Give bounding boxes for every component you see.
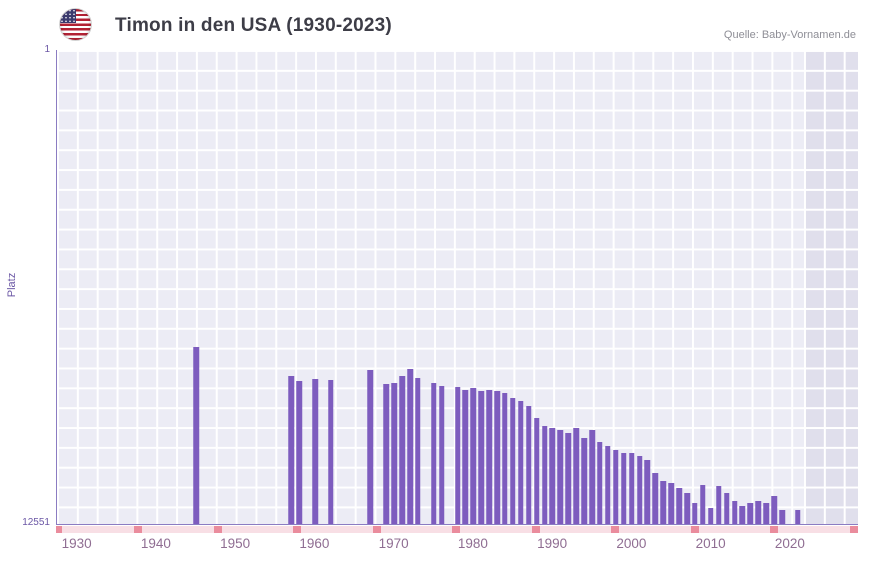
x-tick-1940: 1940: [140, 536, 171, 551]
missing-data-mark: [849, 526, 858, 533]
chart-bar-1981[interactable]: [478, 391, 484, 524]
chart-bar-1987[interactable]: [525, 406, 532, 524]
chart-bar-1994[interactable]: [581, 438, 587, 524]
chart-bar-2002[interactable]: [644, 460, 651, 524]
chart-bar-2017[interactable]: [763, 503, 769, 524]
chart-bar-2013[interactable]: [731, 501, 738, 524]
chart-bar-2007[interactable]: [684, 493, 690, 524]
missing-data-mark: [690, 526, 699, 533]
chart-bar-1970[interactable]: [391, 382, 397, 524]
chart-bar-1973[interactable]: [415, 377, 421, 524]
us-flag-canton: [60, 9, 76, 23]
x-tick-1950: 1950: [220, 536, 251, 551]
chart-bar-1988[interactable]: [533, 418, 540, 524]
chart-bar-2014[interactable]: [739, 505, 746, 524]
chart-bar-2006[interactable]: [676, 488, 682, 524]
chart-bar-1990[interactable]: [549, 428, 556, 524]
x-tick-2020: 2020: [774, 536, 805, 551]
y-tick-bottom: 12551: [22, 517, 50, 528]
chart-bar-1945[interactable]: [193, 347, 200, 524]
chart-bar-1992[interactable]: [565, 433, 572, 524]
missing-data-mark: [293, 526, 302, 533]
chart-bar-1967[interactable]: [367, 370, 374, 524]
missing-data-mark: [133, 526, 142, 533]
chart-bar-2012[interactable]: [723, 493, 730, 524]
x-tick-1990: 1990: [537, 536, 568, 551]
chart-bar-1978[interactable]: [454, 387, 461, 524]
chart-bar-1997[interactable]: [605, 446, 611, 524]
missing-data-mark: [452, 526, 461, 533]
y-tick-top: 1: [44, 44, 50, 55]
missing-data-mark: [56, 526, 63, 533]
y-axis-label: Platz: [6, 272, 18, 298]
x-tick-2000: 2000: [616, 536, 647, 551]
chart-bar-1958[interactable]: [296, 381, 302, 524]
chart-bar-1986[interactable]: [518, 401, 524, 524]
chart-bar-1984[interactable]: [502, 393, 508, 524]
chart-bar-1999[interactable]: [620, 453, 627, 524]
chart-title: Timon in den USA (1930-2023): [115, 15, 392, 36]
chart-bar-2004[interactable]: [660, 481, 667, 524]
us-flag-icon: [60, 9, 91, 40]
missing-data-mark: [770, 526, 779, 533]
missing-data-mark: [213, 526, 222, 533]
source-credit[interactable]: Quelle: Baby-Vornamen.de: [723, 29, 856, 41]
x-tick-1970: 1970: [378, 536, 409, 551]
chart-plot-area: [56, 50, 858, 525]
missing-data-mark: [372, 526, 381, 533]
chart-bar-1980[interactable]: [470, 388, 477, 524]
chart-bar-1975[interactable]: [431, 382, 437, 524]
chart-bar-2005[interactable]: [668, 483, 674, 524]
chart-bar-2016[interactable]: [755, 501, 762, 524]
x-tick-1980: 1980: [457, 536, 488, 551]
chart-bar-1985[interactable]: [510, 398, 516, 524]
chart-bar-2010[interactable]: [708, 508, 714, 524]
chart-bar-1993[interactable]: [573, 428, 579, 524]
chart-bar-2000[interactable]: [628, 453, 635, 524]
chart-bar-2021[interactable]: [795, 510, 801, 524]
missing-data-strip: [56, 526, 858, 533]
chart-bar-2009[interactable]: [700, 485, 706, 524]
chart-bar-1960[interactable]: [312, 379, 318, 524]
chart-bar-2018[interactable]: [771, 495, 777, 524]
chart-bar-2011[interactable]: [715, 486, 722, 524]
chart-bar-2001[interactable]: [636, 456, 643, 524]
missing-data-mark: [531, 526, 540, 533]
x-axis-ticks: 1930 1940 1950 1960 1970 1980 1990 2000 2010 2020: [56, 536, 858, 556]
x-tick-1960: 1960: [299, 536, 330, 551]
chart-bar-1979[interactable]: [462, 390, 469, 524]
chart-bar-1998[interactable]: [613, 450, 619, 524]
chart-bar-2019[interactable]: [779, 510, 785, 524]
chart-bar-1991[interactable]: [557, 430, 564, 524]
chart-bar-1957[interactable]: [288, 376, 295, 524]
chart-bar-1976[interactable]: [438, 386, 445, 524]
chart-bar-1989[interactable]: [541, 426, 548, 524]
recent-years-band: [804, 50, 858, 524]
chart-bar-1962[interactable]: [328, 380, 334, 524]
chart-bar-1971[interactable]: [399, 376, 405, 524]
x-tick-1930: 1930: [61, 536, 92, 551]
x-tick-2010: 2010: [695, 536, 726, 551]
chart-bar-1972[interactable]: [407, 368, 413, 524]
chart-bar-1982[interactable]: [486, 390, 492, 524]
chart-bar-1996[interactable]: [597, 442, 603, 524]
chart-bar-2015[interactable]: [747, 503, 754, 524]
chart-bar-1995[interactable]: [589, 430, 595, 524]
chart-bar-2003[interactable]: [652, 473, 659, 524]
chart-bar-1969[interactable]: [383, 384, 389, 524]
chart-bar-2008[interactable]: [692, 503, 698, 524]
chart-bar-1983[interactable]: [494, 391, 500, 524]
missing-data-mark: [611, 526, 620, 533]
